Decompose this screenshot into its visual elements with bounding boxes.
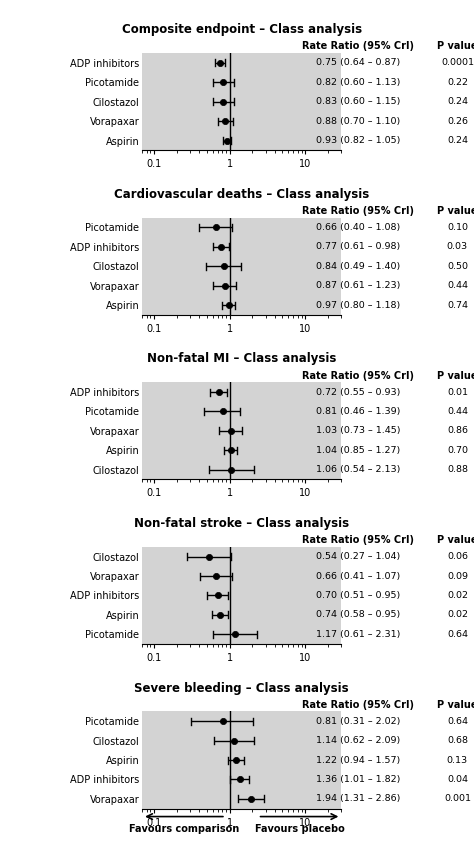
Text: Rate Ratio (95% CrI): Rate Ratio (95% CrI) [302, 371, 414, 381]
Text: 0.02: 0.02 [447, 610, 468, 619]
Text: 0.70 (0.51 – 0.95): 0.70 (0.51 – 0.95) [316, 591, 400, 600]
Text: P value: P value [437, 41, 474, 51]
Text: 0.66 (0.41 – 1.07): 0.66 (0.41 – 1.07) [316, 571, 400, 581]
Text: 0.74: 0.74 [447, 300, 468, 310]
Text: 1.94 (1.31 – 2.86): 1.94 (1.31 – 2.86) [316, 794, 400, 803]
Text: 0.03: 0.03 [447, 242, 468, 252]
Text: 0.09: 0.09 [447, 571, 468, 581]
Text: Rate Ratio (95% CrI): Rate Ratio (95% CrI) [302, 206, 414, 216]
Text: 0.001: 0.001 [444, 794, 471, 803]
Text: 0.77 (0.61 – 0.98): 0.77 (0.61 – 0.98) [316, 242, 400, 252]
Text: 0.64: 0.64 [447, 630, 468, 639]
Text: 0.70: 0.70 [447, 446, 468, 455]
Text: Rate Ratio (95% CrI): Rate Ratio (95% CrI) [302, 41, 414, 51]
Text: 0.54 (0.27 – 1.04): 0.54 (0.27 – 1.04) [316, 552, 400, 561]
Text: Favours comparison: Favours comparison [129, 825, 239, 834]
Text: 0.26: 0.26 [447, 116, 468, 126]
Text: 0.0001: 0.0001 [441, 58, 474, 68]
Text: 0.10: 0.10 [447, 223, 468, 232]
Text: 0.81 (0.46 – 1.39): 0.81 (0.46 – 1.39) [316, 407, 400, 416]
Text: 0.72 (0.55 – 0.93): 0.72 (0.55 – 0.93) [316, 387, 400, 397]
Text: 0.87 (0.61 – 1.23): 0.87 (0.61 – 1.23) [316, 281, 400, 290]
Text: 0.97 (0.80 – 1.18): 0.97 (0.80 – 1.18) [316, 300, 400, 310]
Text: 0.24: 0.24 [447, 136, 468, 145]
Text: 0.82 (0.60 – 1.13): 0.82 (0.60 – 1.13) [316, 78, 400, 87]
Text: 0.86: 0.86 [447, 426, 468, 436]
Text: 0.93 (0.82 – 1.05): 0.93 (0.82 – 1.05) [316, 136, 400, 145]
Text: P value: P value [437, 700, 474, 710]
Text: 0.84 (0.49 – 1.40): 0.84 (0.49 – 1.40) [316, 262, 400, 271]
Text: 0.66 (0.40 – 1.08): 0.66 (0.40 – 1.08) [316, 223, 400, 232]
Text: Severe bleeding – Class analysis: Severe bleeding – Class analysis [135, 682, 349, 695]
Text: 0.74 (0.58 – 0.95): 0.74 (0.58 – 0.95) [316, 610, 400, 619]
Text: 0.81 (0.31 – 2.02): 0.81 (0.31 – 2.02) [316, 717, 400, 726]
Text: Cardiovascular deaths – Class analysis: Cardiovascular deaths – Class analysis [114, 188, 369, 201]
Text: 0.64: 0.64 [447, 717, 468, 726]
Text: 1.17 (0.61 – 2.31): 1.17 (0.61 – 2.31) [316, 630, 400, 639]
Text: 0.88 (0.70 – 1.10): 0.88 (0.70 – 1.10) [316, 116, 400, 126]
Text: 1.03 (0.73 – 1.45): 1.03 (0.73 – 1.45) [316, 426, 400, 436]
Text: 0.06: 0.06 [447, 552, 468, 561]
Text: 0.22: 0.22 [447, 78, 468, 87]
Text: Composite endpoint – Class analysis: Composite endpoint – Class analysis [122, 24, 362, 36]
Text: 0.50: 0.50 [447, 262, 468, 271]
Text: 1.06 (0.54 – 2.13): 1.06 (0.54 – 2.13) [316, 465, 400, 474]
Text: Rate Ratio (95% CrI): Rate Ratio (95% CrI) [302, 700, 414, 710]
Text: Favours placebo: Favours placebo [255, 825, 344, 834]
Text: 0.44: 0.44 [447, 407, 468, 416]
Text: P value: P value [437, 206, 474, 216]
Text: 0.01: 0.01 [447, 387, 468, 397]
Text: 0.44: 0.44 [447, 281, 468, 290]
Text: P value: P value [437, 371, 474, 381]
Text: 1.04 (0.85 – 1.27): 1.04 (0.85 – 1.27) [316, 446, 400, 455]
Text: 0.88: 0.88 [447, 465, 468, 474]
Text: 0.75 (0.64 – 0.87): 0.75 (0.64 – 0.87) [316, 58, 400, 68]
Text: Non-fatal MI – Class analysis: Non-fatal MI – Class analysis [147, 353, 337, 365]
Text: 0.68: 0.68 [447, 736, 468, 745]
Text: Non-fatal stroke – Class analysis: Non-fatal stroke – Class analysis [134, 517, 349, 530]
Text: 0.13: 0.13 [447, 755, 468, 765]
Text: 0.24: 0.24 [447, 97, 468, 106]
Text: 0.02: 0.02 [447, 591, 468, 600]
Text: 1.14 (0.62 – 2.09): 1.14 (0.62 – 2.09) [316, 736, 400, 745]
Text: 1.22 (0.94 – 1.57): 1.22 (0.94 – 1.57) [316, 755, 400, 765]
Text: P value: P value [437, 535, 474, 545]
Text: 0.83 (0.60 – 1.15): 0.83 (0.60 – 1.15) [316, 97, 400, 106]
Text: 1.36 (1.01 – 1.82): 1.36 (1.01 – 1.82) [316, 775, 400, 784]
Text: Rate Ratio (95% CrI): Rate Ratio (95% CrI) [302, 535, 414, 545]
Text: 0.04: 0.04 [447, 775, 468, 784]
